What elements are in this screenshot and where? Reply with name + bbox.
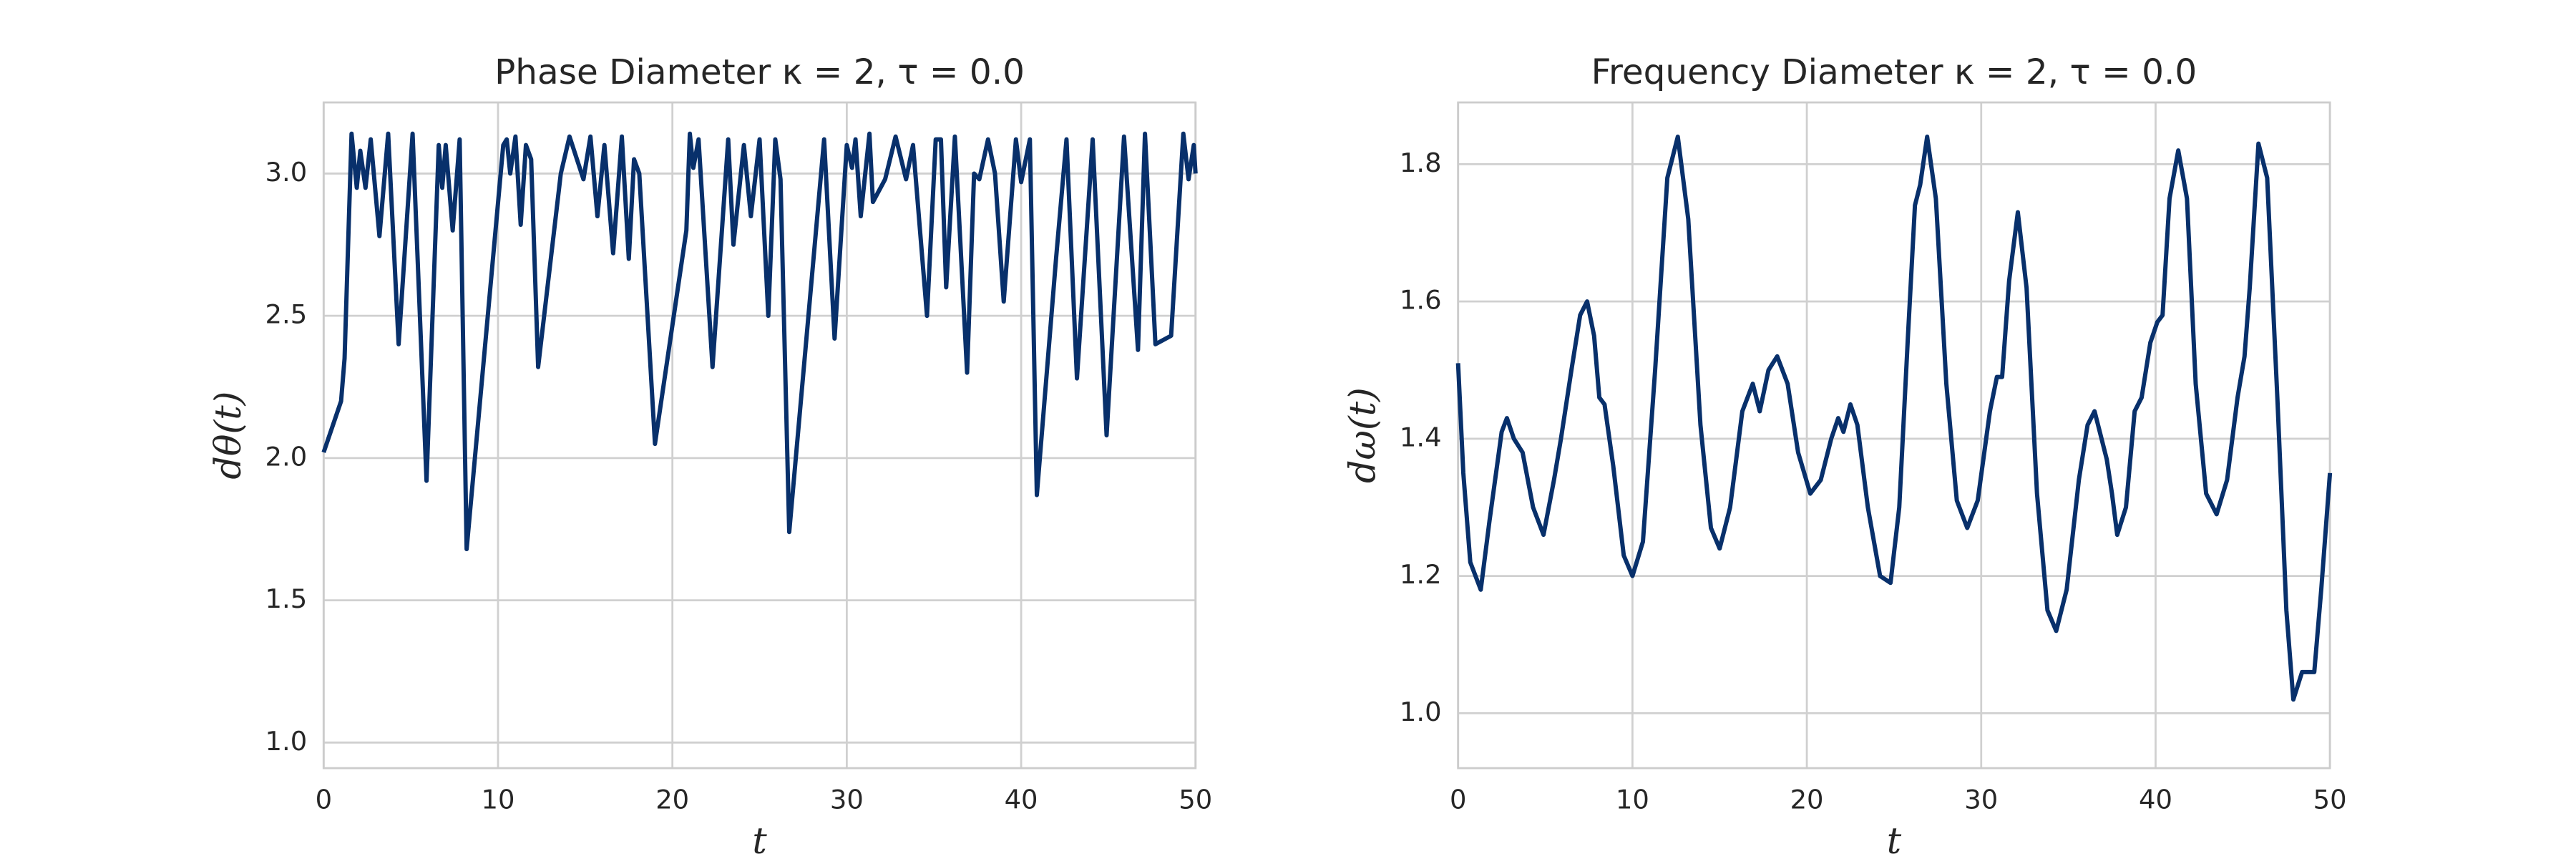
x-tick-label: 30 xyxy=(830,785,864,815)
y-tick-label: 2.5 xyxy=(265,299,308,330)
y-tick-label: 1.0 xyxy=(1400,697,1442,727)
y-axis-label: dθ(t) xyxy=(207,392,249,480)
x-axis-label: t xyxy=(752,820,767,859)
plot-area xyxy=(323,102,1196,769)
y-tick-label: 1.6 xyxy=(1400,285,1442,316)
x-tick-label: 40 xyxy=(2139,785,2172,815)
x-tick-label: 30 xyxy=(1964,785,1998,815)
chart-title: Frequency Diameter κ = 2, τ = 0.0 xyxy=(1591,52,2197,92)
plot-area xyxy=(1458,102,2331,769)
x-tick-label: 10 xyxy=(1616,785,1649,815)
x-tick-label: 50 xyxy=(1179,785,1212,815)
axes-frame xyxy=(322,101,1197,770)
data-line xyxy=(1455,135,2333,702)
x-tick-label: 0 xyxy=(1450,785,1466,815)
y-axis-label: dω(t) xyxy=(1341,387,1383,483)
x-tick-label: 40 xyxy=(1005,785,1038,815)
x-tick-label: 20 xyxy=(655,785,689,815)
axes-frame xyxy=(1457,101,2331,770)
data-line xyxy=(321,131,1198,552)
x-tick-label: 0 xyxy=(316,785,332,815)
y-tick-label: 1.5 xyxy=(265,583,308,614)
y-tick-label: 1.0 xyxy=(265,726,308,757)
y-tick-label: 1.8 xyxy=(1400,147,1442,178)
x-tick-label: 20 xyxy=(1790,785,1824,815)
y-tick-label: 3.0 xyxy=(265,157,308,188)
y-tick-label: 1.4 xyxy=(1400,422,1442,452)
x-axis-label: t xyxy=(1887,820,1902,859)
x-tick-label: 10 xyxy=(482,785,515,815)
x-tick-label: 50 xyxy=(2313,785,2347,815)
chart-title: Phase Diameter κ = 2, τ = 0.0 xyxy=(494,52,1025,92)
y-tick-label: 2.0 xyxy=(265,441,308,472)
y-tick-label: 1.2 xyxy=(1400,559,1442,590)
